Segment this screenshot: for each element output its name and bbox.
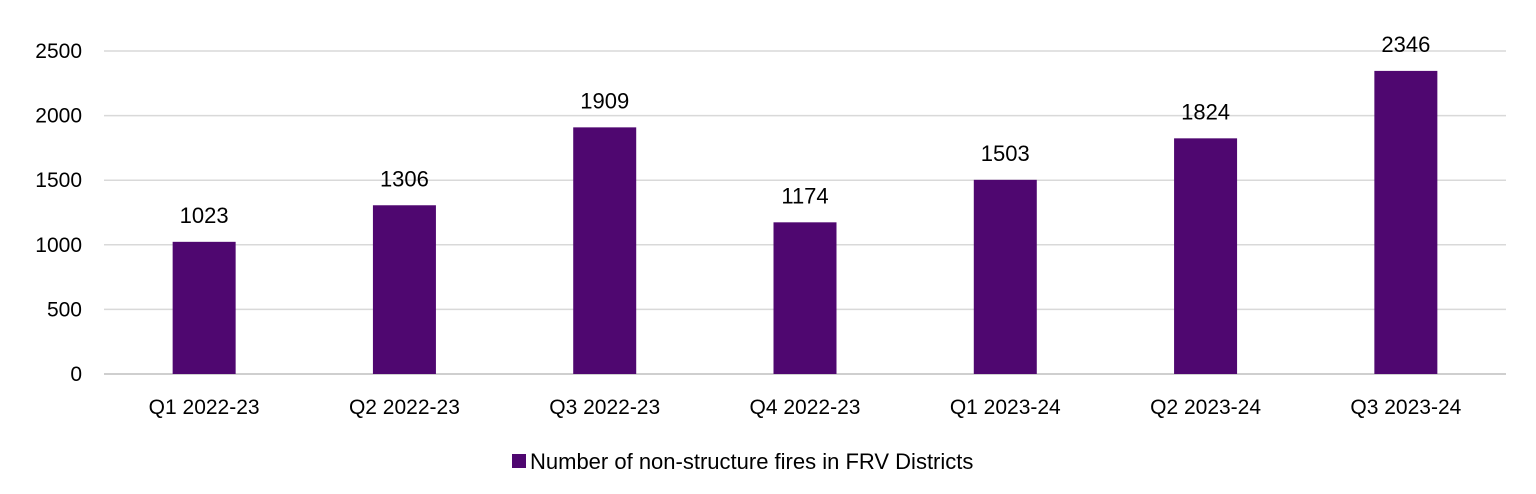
- bar: [773, 222, 837, 374]
- y-tick-label: 500: [47, 298, 82, 321]
- legend: Number of non-structure fires in FRV Dis…: [512, 449, 973, 474]
- data-label: 1909: [580, 88, 629, 113]
- legend-label: Number of non-structure fires in FRV Dis…: [530, 449, 973, 474]
- y-tick-label: 1000: [35, 234, 82, 257]
- x-category-label: Q1 2022-23: [149, 396, 260, 419]
- data-label: 1503: [981, 141, 1030, 166]
- data-label: 1824: [1181, 99, 1230, 124]
- x-axis-categories: Q1 2022-23 Q2 2022-23 Q3 2022-23 Q4 2022-23…: [149, 396, 1462, 419]
- x-category-label: Q2 2022-23: [349, 396, 460, 419]
- bar: [573, 127, 637, 374]
- bar: [372, 205, 436, 374]
- data-label: 1306: [380, 166, 429, 191]
- data-labels: 1023 1306 1909 1174 1503 1824 2346: [180, 32, 1431, 228]
- y-tick-label: 2000: [35, 105, 82, 128]
- bars: [172, 70, 1438, 375]
- bar: [1174, 138, 1238, 374]
- y-tick-label: 0: [70, 363, 82, 386]
- x-category-label: Q4 2022-23: [750, 396, 861, 419]
- x-category-label: Q2 2023-24: [1150, 396, 1261, 419]
- y-tick-label: 2500: [35, 40, 82, 63]
- y-tick-label: 1500: [35, 169, 82, 192]
- y-axis-ticks: 0 500 1000 1500 2000 2500: [35, 40, 82, 386]
- data-label: 2346: [1381, 32, 1430, 57]
- legend-swatch: [512, 454, 526, 468]
- bar: [1374, 70, 1438, 375]
- data-label: 1023: [180, 203, 229, 228]
- bar: [973, 179, 1037, 374]
- x-category-label: Q1 2023-24: [950, 396, 1061, 419]
- x-category-label: Q3 2022-23: [549, 396, 660, 419]
- x-category-label: Q3 2023-24: [1350, 396, 1461, 419]
- bar: [172, 241, 236, 374]
- data-label: 1174: [781, 183, 828, 208]
